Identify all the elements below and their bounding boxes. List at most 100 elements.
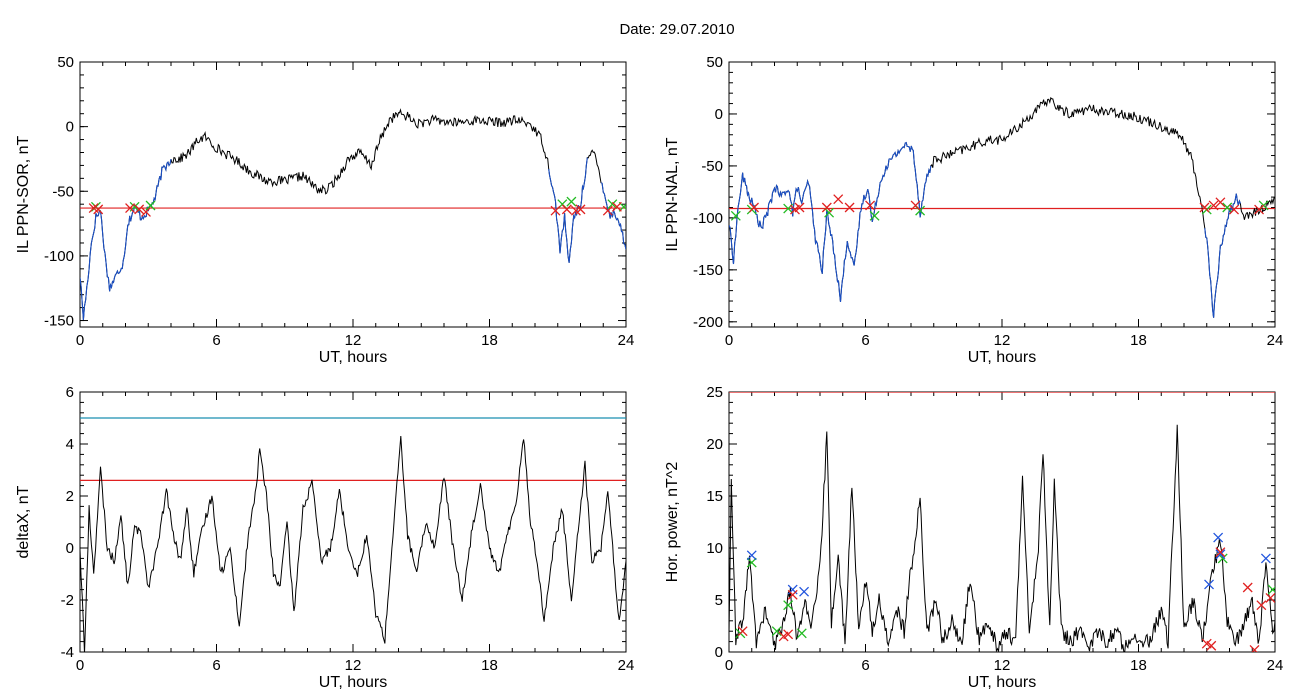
x-tick-label: 6 (212, 657, 220, 674)
y-tick-label: 50 (57, 54, 74, 71)
y-tick-label: 50 (706, 54, 723, 71)
plot-area (729, 96, 1275, 318)
y-tick-label: 5 (715, 592, 723, 609)
y-tick-label: 10 (706, 540, 723, 557)
marker-red-x (1249, 644, 1260, 652)
marker-red-x (821, 202, 832, 213)
y-axis-label: IL PPN-NAL, nT (664, 137, 681, 251)
marker-green-x (783, 600, 794, 611)
x-tick-label: 24 (1267, 657, 1284, 674)
marker-green-x (145, 200, 156, 211)
marker-blue-x (746, 550, 757, 561)
y-tick-label: 0 (66, 540, 74, 557)
chart-sor: 0 6 12 18 24 -150 -100 -50 0 50 UT, hours IL PPN-SO… (15, 54, 634, 366)
marker-blue-x (1215, 549, 1226, 560)
y-tick-label: 4 (66, 436, 74, 453)
marker-red-x (561, 204, 572, 215)
y-tick-label: 6 (66, 384, 74, 401)
marker-red-x (844, 202, 855, 213)
series-line (80, 108, 626, 320)
y-tick-label: -150 (693, 262, 723, 279)
marker-red-x (550, 205, 561, 216)
y-tick-label: -100 (44, 248, 74, 265)
series-line (729, 424, 1275, 652)
marker-red-x (134, 204, 145, 215)
series-highlight-line (80, 158, 172, 320)
plot-area (729, 392, 1275, 652)
y-tick-label: -100 (693, 210, 723, 227)
marker-green-x (607, 199, 618, 210)
x-axis-label: UT, hours (319, 674, 387, 691)
x-tick-label: 12 (345, 332, 362, 349)
series-line (729, 96, 1275, 318)
marker-red-x (783, 629, 794, 640)
marker-green-x (1222, 202, 1233, 213)
y-tick-label: 25 (706, 384, 723, 401)
marker-red-x (125, 203, 136, 214)
series-highlight-line (729, 141, 932, 302)
marker-red-x (787, 589, 798, 600)
marker-red-x (93, 204, 104, 215)
marker-red-x (1215, 197, 1226, 208)
marker-red-x (1256, 600, 1267, 611)
marker-red-x (575, 204, 586, 215)
x-tick-label: 12 (345, 657, 362, 674)
marker-red-x (1208, 200, 1219, 211)
x-tick-label: 12 (994, 332, 1011, 349)
y-tick-label: 2 (66, 488, 74, 505)
plot-frame (79, 391, 627, 653)
x-tick-label: 18 (481, 332, 498, 349)
y-axis-label: IL PPN-SOR, nT (15, 135, 32, 253)
marker-red-x (833, 194, 844, 205)
marker-green-x (566, 196, 577, 207)
x-tick-label: 0 (76, 332, 84, 349)
marker-red-x (737, 626, 748, 637)
marker-red-x (1215, 547, 1226, 558)
marker-green-x (771, 626, 782, 637)
x-tick-label: 6 (861, 332, 869, 349)
marker-blue-x (799, 586, 810, 597)
y-tick-label: -4 (61, 644, 74, 661)
y-tick-label: -50 (52, 183, 74, 200)
marker-red-x (865, 200, 876, 211)
marker-red-x (794, 202, 805, 213)
marker-blue-x (787, 584, 798, 595)
marker-red-x (1242, 582, 1253, 593)
marker-red-x (1229, 204, 1240, 215)
marker-red-x (1199, 202, 1210, 213)
x-tick-label: 18 (1130, 657, 1147, 674)
marker-green-x (796, 628, 807, 639)
x-tick-label: 6 (212, 332, 220, 349)
x-tick-label: 6 (861, 657, 869, 674)
y-tick-label: -150 (44, 313, 74, 330)
y-axis-label: Hor. power, nT^2 (664, 462, 681, 583)
marker-red-x (611, 201, 622, 212)
marker-blue-x (1213, 532, 1224, 543)
series-highlight-line (1204, 193, 1241, 318)
series-highlight-line (548, 157, 588, 263)
marker-red-x (910, 200, 921, 211)
marker-red-x (141, 206, 151, 217)
marker-green-x (869, 210, 880, 221)
page-title: Date: 29.07.2010 (619, 21, 734, 38)
marker-green-x (730, 210, 741, 221)
marker-red-x (1265, 592, 1275, 603)
marker-red-x (1206, 640, 1217, 651)
chart-hpower: 0 6 12 18 24 0 5 10 15 20 25 UT, hours Hor. power, n… (664, 384, 1283, 691)
x-tick-label: 12 (994, 657, 1011, 674)
x-tick-label: 18 (481, 657, 498, 674)
plot-frame (79, 61, 627, 328)
series-highlight-line (600, 182, 626, 250)
x-axis-label: UT, hours (968, 349, 1036, 366)
x-tick-label: 0 (76, 657, 84, 674)
x-tick-label: 24 (618, 657, 635, 674)
marker-blue-x (1204, 579, 1214, 590)
x-axis-label: UT, hours (319, 349, 387, 366)
series-line (80, 435, 626, 652)
chart-nal: 0 6 12 18 24 -200 -150 -100 -50 0 50 UT, hours IL PP… (664, 54, 1283, 366)
y-tick-label: 15 (706, 488, 723, 505)
x-tick-label: 24 (1267, 332, 1284, 349)
x-tick-label: 0 (725, 657, 733, 674)
